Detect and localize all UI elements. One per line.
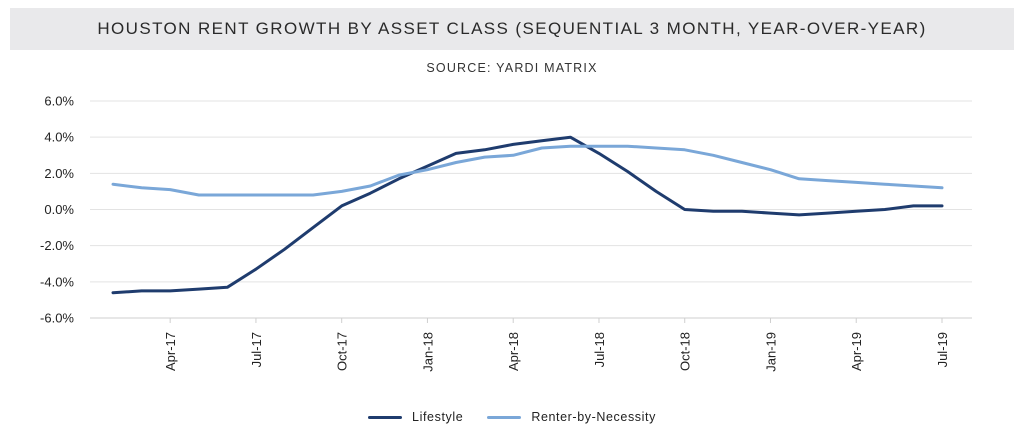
series-lines — [111, 135, 944, 295]
x-tick-label: Apr-19 — [849, 332, 864, 371]
x-tick-label: Oct-18 — [678, 332, 693, 371]
legend-label-lifestyle: Lifestyle — [412, 410, 464, 424]
x-tick-label: Jul-17 — [249, 332, 264, 367]
x-tick-label: Jan-18 — [420, 332, 435, 372]
legend-item-lifestyle: Lifestyle — [368, 410, 463, 424]
chart-title: HOUSTON RENT GROWTH BY ASSET CLASS (SEQU… — [97, 19, 927, 38]
x-tick-label: Oct-17 — [335, 332, 350, 371]
y-tick-label: -6.0% — [40, 311, 74, 326]
chart-title-bar: HOUSTON RENT GROWTH BY ASSET CLASS (SEQU… — [10, 8, 1014, 50]
x-tick-label: Jul-19 — [935, 332, 950, 367]
chart-subtitle: SOURCE: YARDI MATRIX — [426, 61, 598, 75]
y-tick-label: 6.0% — [44, 94, 74, 109]
x-tick-label: Apr-18 — [506, 332, 521, 371]
x-tick-label: Jul-18 — [592, 332, 607, 367]
y-tick-label: 0.0% — [44, 202, 74, 217]
x-tick-label: Jan-19 — [763, 332, 778, 372]
series-line-lifestyle — [111, 135, 944, 295]
legend-label-renter-by-necessity: Renter-by-Necessity — [531, 410, 656, 424]
legend-swatch-lifestyle — [368, 415, 403, 419]
x-axis-ticks: Apr-17 Jul-17 Oct-17 Jan-18 Apr-18 Jul-18 Oct-… — [163, 318, 950, 372]
x-tick-label: Apr-17 — [163, 332, 178, 371]
y-tick-label: -2.0% — [40, 238, 74, 253]
y-tick-label: 2.0% — [44, 166, 74, 181]
y-tick-label: 4.0% — [44, 130, 74, 145]
y-axis-ticks: 6.0% 4.0% 2.0% 0.0% -2.0% -4.0% -6.0% — [40, 94, 74, 326]
legend-item-renter-by-necessity: Renter-by-Necessity — [487, 410, 656, 424]
gridlines — [90, 100, 972, 319]
series-line-renter-by-necessity — [111, 144, 944, 197]
y-tick-label: -4.0% — [40, 274, 74, 289]
legend: Lifestyle Renter-by-Necessity — [0, 410, 1024, 424]
legend-swatch-renter-by-necessity — [487, 415, 522, 419]
